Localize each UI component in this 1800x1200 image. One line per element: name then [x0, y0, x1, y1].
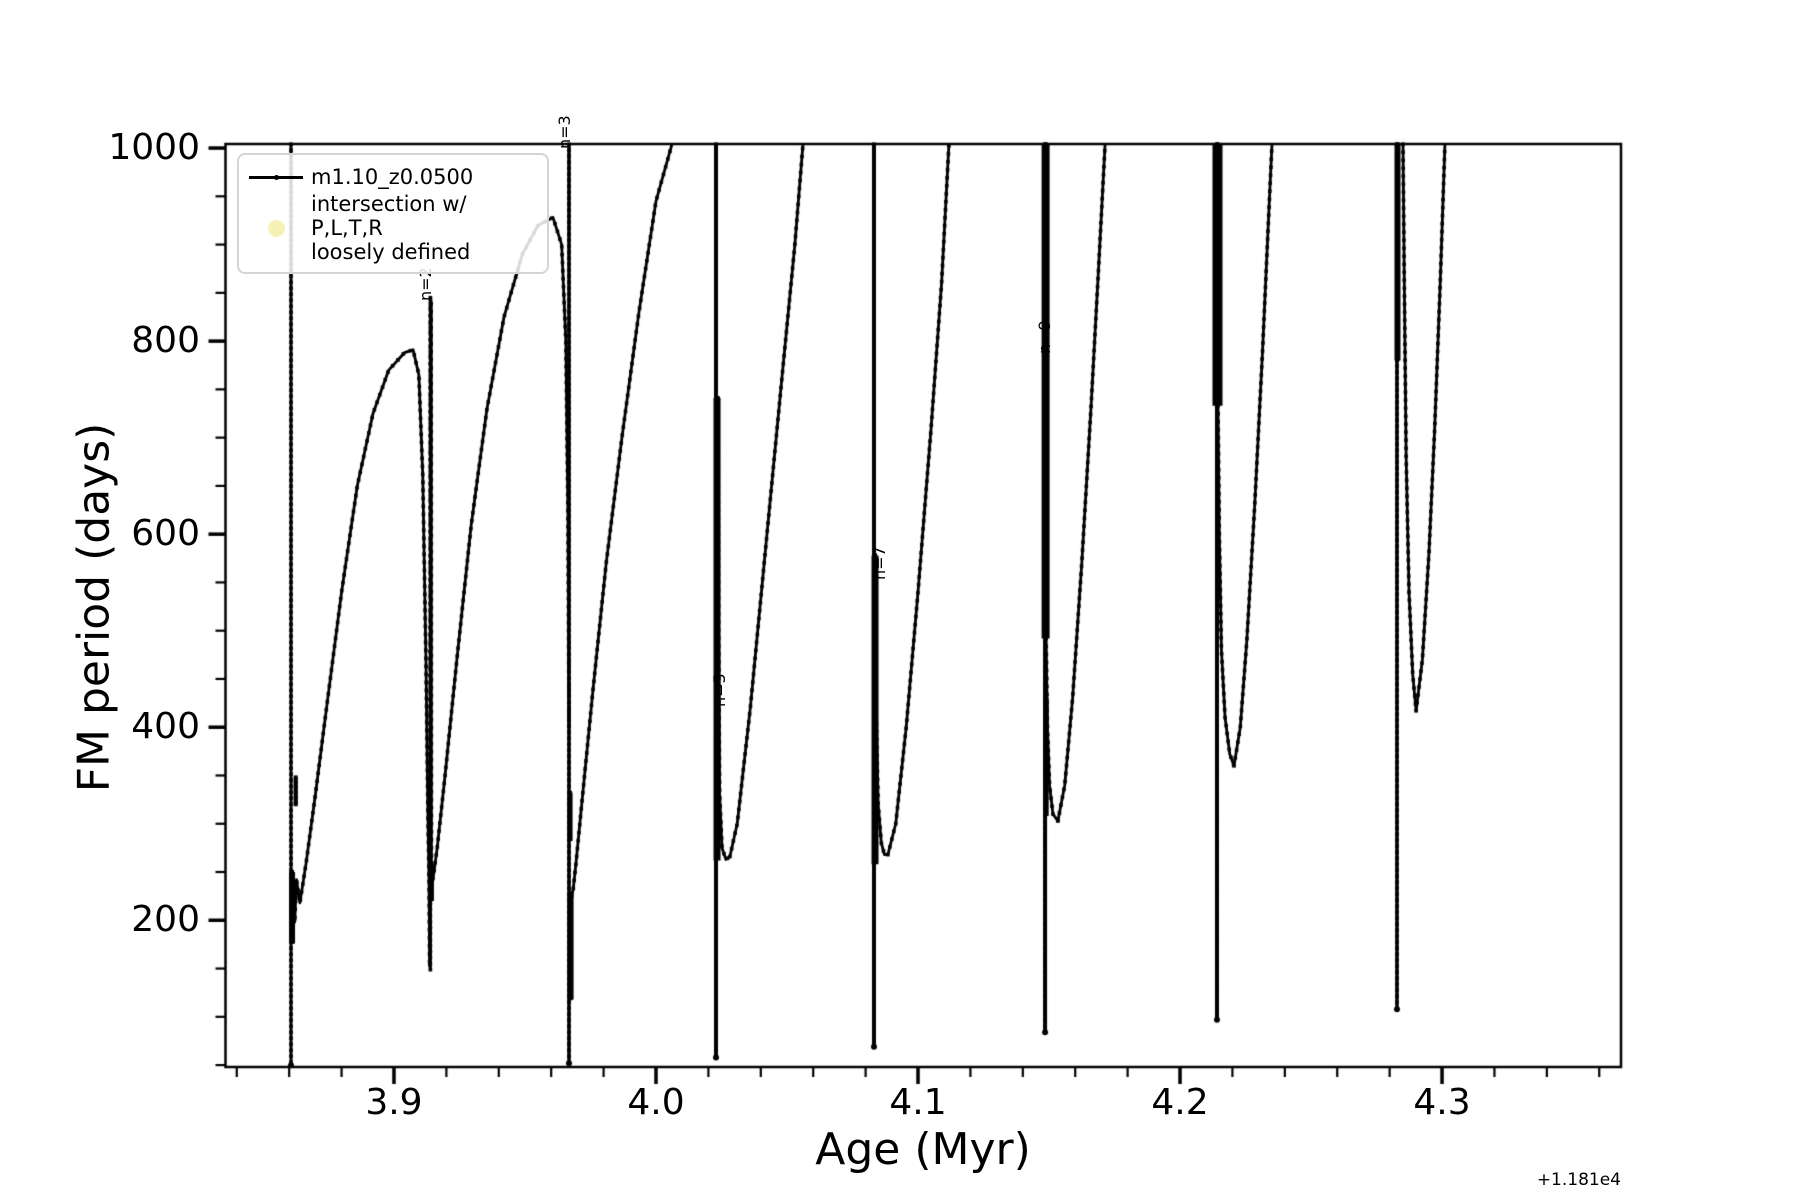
mode-annotation-n-9: n=9: [1035, 319, 1055, 354]
y-tick-label: 400: [131, 706, 200, 748]
y-axis-label: FM period (days): [68, 422, 120, 793]
y-tick-label: 200: [131, 899, 200, 941]
legend: m1.10_z0.0500 intersection w/ P,L,T,R lo…: [237, 153, 549, 274]
x-tick-label: 4.1: [889, 1082, 947, 1123]
legend-label-intersection: intersection w/ P,L,T,R loosely defined: [311, 192, 471, 264]
y-tick-label: 600: [131, 513, 200, 555]
legend-line-with-dot-icon: [247, 162, 305, 192]
mode-annotation-n-7: n=7: [870, 546, 890, 581]
x-tick-label: 3.9: [365, 1082, 423, 1123]
x-axis-label: Age (Myr): [815, 1124, 1031, 1175]
x-tick-label: 4.2: [1151, 1082, 1209, 1123]
mode-annotation-n-5: n=5: [709, 673, 729, 707]
x-tick-label: 4.3: [1413, 1082, 1471, 1123]
legend-label-series: m1.10_z0.0500: [311, 165, 474, 189]
mode-annotation-n-3: n=3: [555, 115, 575, 150]
legend-circle-icon: [267, 219, 285, 237]
y-tick-label: 1000: [108, 127, 200, 169]
legend-item-series: m1.10_z0.0500: [247, 162, 535, 192]
x-axis-offset-text: +1.181e4: [1536, 1170, 1621, 1190]
x-tick-label: 4.0: [627, 1082, 685, 1123]
legend-item-intersection: intersection w/ P,L,T,R loosely defined: [247, 192, 535, 264]
y-tick-label: 800: [131, 320, 200, 362]
